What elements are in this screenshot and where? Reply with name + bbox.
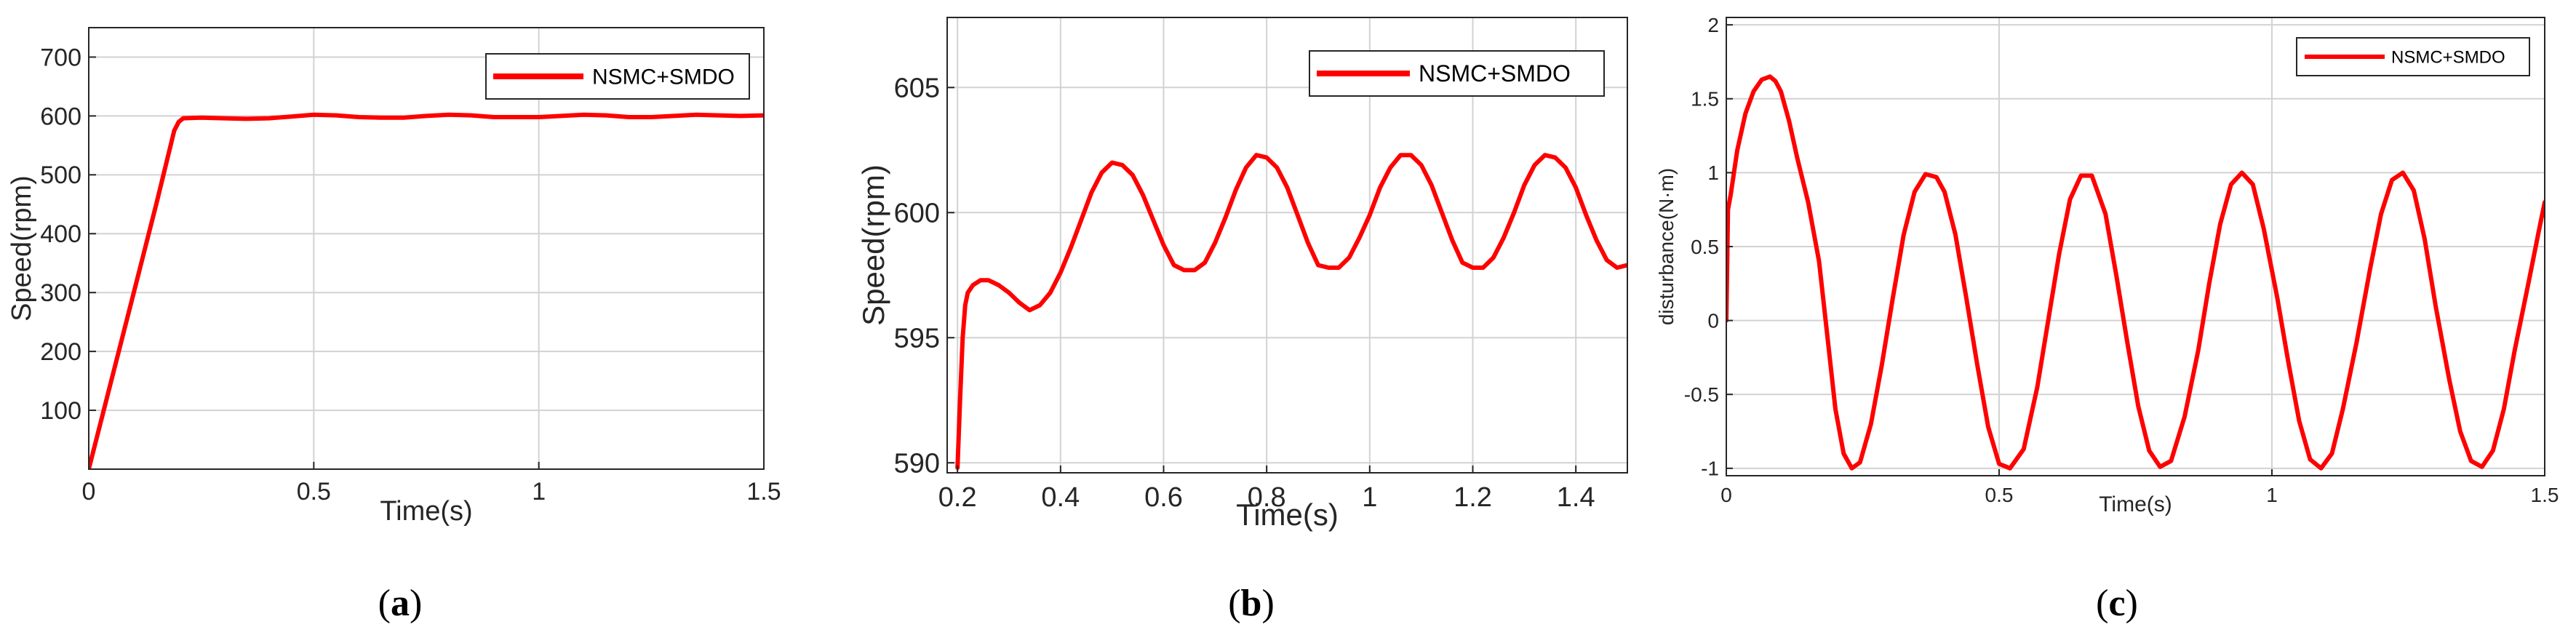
chart-a-legend: NSMC+SMDO [485, 53, 750, 100]
caption-a-open: ( [378, 583, 391, 624]
chart-b-ylabel: Speed(rpm) [856, 164, 890, 326]
chart-c-xtick-label-2: 1 [2266, 484, 2278, 506]
chart-c-xlabel: Time(s) [2099, 492, 2172, 516]
chart-b-plot-frame [946, 17, 1628, 474]
chart-a-ytick-label-5: 600 [40, 103, 81, 130]
caption-c: (c) [2059, 582, 2175, 625]
chart-a-xtick-label-1: 0.5 [297, 478, 331, 506]
chart-c-legend: NSMC+SMDO [2296, 37, 2530, 76]
chart-b-xtick-label-4: 1 [1362, 482, 1377, 513]
chart-a-ytick-label-2: 300 [40, 279, 81, 307]
chart-c-ticks: 0 0.5 1 1.5 -1 -0.5 0 0.5 1 1.5 2 [1684, 14, 2559, 506]
chart-c-legend-text: NSMC+SMDO [2391, 47, 2505, 67]
chart-b-ytick-label-2: 600 [894, 199, 940, 229]
caption-c-open: ( [2096, 583, 2109, 624]
chart-a-plot-frame [88, 27, 765, 470]
chart-b-ytick-label-1: 595 [894, 324, 940, 354]
caption-c-close: ) [2125, 583, 2138, 624]
chart-c-ytick-label-0: -1 [1701, 458, 1719, 480]
chart-c-ytick-label-6: 2 [1707, 14, 1719, 36]
chart-c-plot-line [1726, 74, 2545, 471]
chart-c-series-line-0 [1726, 74, 2545, 471]
chart-b-ytick-label-0: 590 [894, 449, 940, 479]
chart-c-ytick-label-2: 0 [1707, 309, 1719, 332]
chart-c-ylabel: disturbance(N·m) [1655, 168, 1678, 325]
chart-b-xtick-label-0: 0.2 [938, 482, 977, 513]
chart-c-ytick-label-3: 0.5 [1691, 236, 1719, 258]
chart-c-ytick-label-1: -0.5 [1684, 383, 1719, 406]
chart-a-grid [89, 28, 764, 469]
chart-b-xtick-label-2: 0.6 [1144, 482, 1183, 513]
chart-c-ytick-label-4: 1 [1707, 161, 1719, 184]
chart-a-ytick-label-3: 400 [40, 220, 81, 248]
chart-a-xtick-label-3: 1.5 [746, 478, 781, 506]
chart-b-xtick-label-3: 0.8 [1248, 482, 1286, 513]
chart-a-series-line-0 [89, 112, 764, 469]
chart-c-ytick-label-5: 1.5 [1691, 88, 1719, 111]
caption-a-close: ) [410, 583, 423, 624]
chart-a-xlabel: Time(s) [380, 496, 472, 527]
caption-b-letter: b [1240, 583, 1262, 624]
chart-b-legend: NSMC+SMDO [1309, 50, 1605, 97]
chart-c-grid [1726, 17, 2545, 476]
chart-a-ticks: 0 0.5 1 1.5 100 200 300 400 500 600 700 [40, 44, 781, 506]
caption-c-letter: c [2108, 583, 2126, 624]
chart-c-xtick-label-1: 0.5 [1985, 484, 2014, 506]
chart-b-plot-line [955, 153, 1627, 471]
caption-a-letter: a [391, 583, 410, 624]
chart-a-plot-line [89, 112, 764, 469]
chart-b-legend-text: NSMC+SMDO [1419, 60, 1571, 87]
chart-a-ytick-label-4: 500 [40, 161, 81, 189]
caption-b-open: ( [1228, 583, 1241, 624]
chart-a-ytick-label-1: 200 [40, 338, 81, 366]
chart-b-xtick-label-5: 1.2 [1454, 482, 1492, 513]
chart-b-xtick-label-1: 0.4 [1041, 482, 1080, 513]
chart-b-ytick-label-3: 605 [894, 73, 940, 104]
chart-b-series-line-0 [955, 153, 1627, 471]
chart-b-xtick-label-6: 1.4 [1557, 482, 1595, 513]
chart-a-ytick-label-0: 100 [40, 397, 81, 425]
chart-a-ylabel: Speed(rpm) [7, 175, 37, 322]
chart-c-xtick-label-3: 1.5 [2531, 484, 2559, 506]
chart-a-ytick-label-6: 700 [40, 44, 81, 71]
chart-b-ticks: 0.2 0.4 0.6 0.8 1 1.2 1.4 590 595 600 605 [894, 73, 1595, 513]
chart-a-xtick-label-2: 1 [532, 478, 546, 506]
chart-b-xlabel: Time(s) [1236, 498, 1339, 532]
caption-b-close: ) [1261, 583, 1275, 624]
chart-a-legend-text: NSMC+SMDO [592, 65, 735, 89]
chart-c-xtick-label-0: 0 [1720, 484, 1732, 506]
caption-a: (a) [342, 582, 458, 625]
chart-a-xtick-label-0: 0 [82, 478, 96, 506]
caption-b: (b) [1193, 582, 1309, 625]
